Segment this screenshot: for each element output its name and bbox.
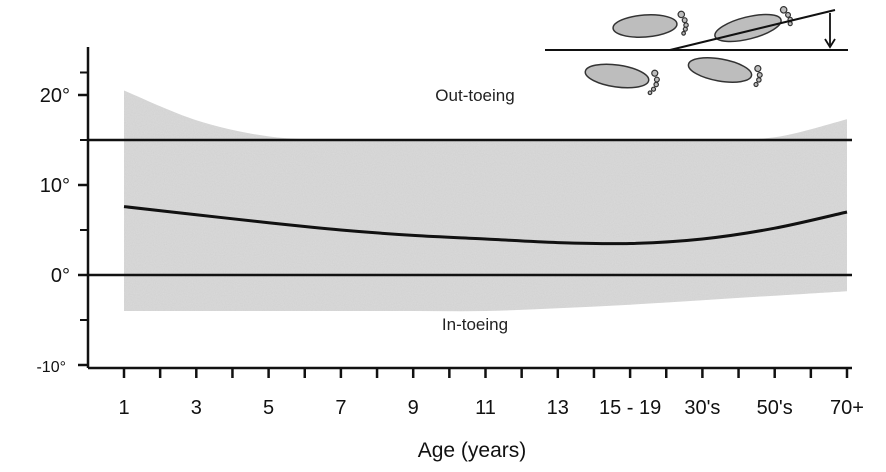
footprint-lower-left-icon [584,63,660,96]
angle-arrowhead [824,38,836,49]
x-tick-label: 9 [408,397,419,419]
x-tick-label: 11 [475,397,496,419]
y-axis-ticks: 20° 10° 0° -10° [36,71,88,376]
x-tick-label: 50's [757,397,793,419]
x-tick-label: 1 [118,397,129,419]
y-tick-label: 20° [40,85,70,107]
footprint-illustration [545,6,848,96]
footprint-straight-icon [612,10,689,38]
series-line-mean [123,205,848,246]
angle-ray [669,9,836,51]
x-tick-label: 30's [684,397,720,419]
x-tick-label: 5 [263,397,274,419]
annotation-out-toeing: Out-toeing [435,86,514,105]
x-tick-label: 15 - 19 [599,397,661,419]
y-tick-label: -10° [36,359,66,376]
normal-range-band [124,90,847,312]
x-tick-label: 3 [191,397,202,419]
annotation-in-toeing: In-toeing [442,315,508,334]
x-tick-label: 7 [335,397,346,419]
x-axis-ticks: 1 3 5 7 9 11 13 15 - 19 30's 50's 70+ [118,368,864,419]
footprint-lower-right-icon [687,57,763,88]
y-tick-label: 10° [40,175,70,197]
x-tick-label: 70+ [830,397,864,419]
y-tick-label: 0° [51,265,70,287]
footprint-angled-icon [714,6,794,43]
x-axis-title: Age (years) [418,439,527,462]
x-tick-label: 13 [547,397,569,419]
